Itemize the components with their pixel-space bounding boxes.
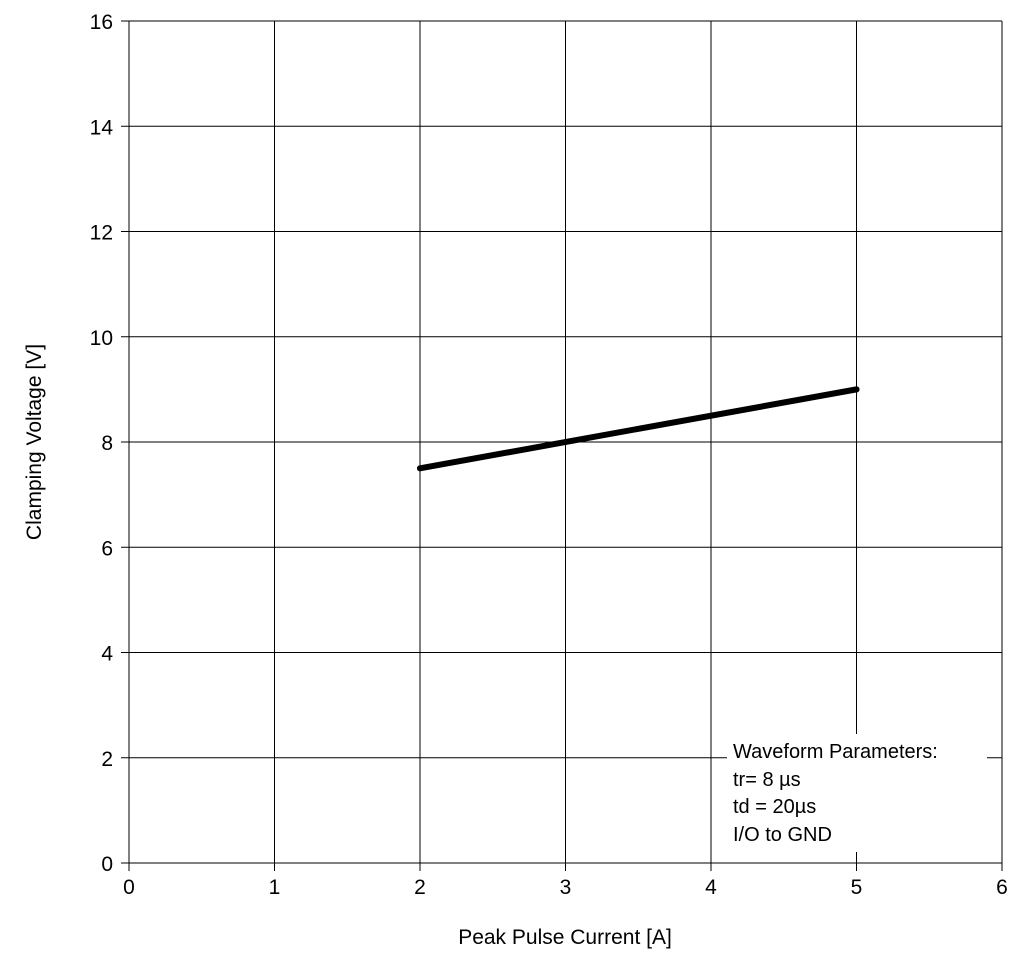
y-tick-label: 14 [90,116,114,139]
y-tick-label: 8 [101,432,113,455]
y-tick-label: 4 [101,643,113,666]
y-tick-label: 12 [90,222,113,245]
x-tick-label: 3 [560,876,572,899]
x-axis-title: Peak Pulse Current [A] [458,926,672,949]
annotation-line: I/O to GND [733,824,832,846]
axes [121,20,1003,871]
annotation-line: Waveform Parameters: [733,741,938,763]
grid [129,20,1003,863]
x-tick-label: 6 [996,876,1008,899]
x-tick-label: 4 [705,876,717,899]
annotation-line: tr= 8 µs [733,769,801,791]
x-tick-label: 0 [123,876,135,899]
series-line [417,386,860,472]
series-point [853,386,860,393]
x-tick-label: 1 [269,876,281,899]
y-tick-label: 0 [101,853,113,876]
y-tick-label: 10 [90,327,113,350]
x-tick-label: 2 [414,876,426,899]
x-tick-label: 5 [851,876,863,899]
annotation-line: td = 20µs [733,796,816,818]
y-tick-label: 2 [101,748,113,771]
series-point [417,465,423,472]
annotation-box: Waveform Parameters: tr= 8 µs td = 20µs … [727,734,987,852]
y-tick-label: 16 [90,11,113,34]
series-layer [417,386,860,472]
annotation-background [727,734,987,852]
y-tick-label: 6 [101,537,113,560]
y-axis-title: Clamping Voltage [V] [23,344,46,540]
